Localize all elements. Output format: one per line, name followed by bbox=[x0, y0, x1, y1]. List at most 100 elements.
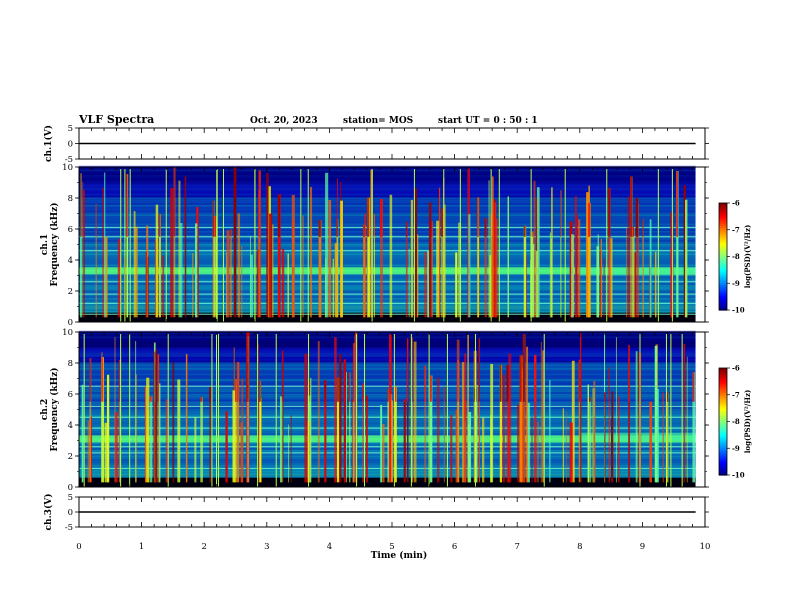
colorbar-step bbox=[719, 407, 727, 410]
frequency-band bbox=[79, 302, 696, 304]
burst-core bbox=[362, 383, 364, 402]
colorbar-step bbox=[719, 380, 727, 383]
x-tick-label: 1 bbox=[139, 542, 144, 552]
noise-row bbox=[79, 453, 696, 456]
burst bbox=[328, 199, 332, 318]
burst bbox=[162, 255, 165, 318]
colorbar-step bbox=[719, 450, 727, 453]
burst bbox=[310, 377, 312, 483]
noise-row bbox=[79, 264, 696, 267]
burst bbox=[413, 341, 417, 483]
noise-row bbox=[79, 182, 696, 185]
noise-row bbox=[79, 403, 696, 406]
noise-row bbox=[79, 338, 696, 341]
burst bbox=[225, 411, 228, 483]
noise-row bbox=[79, 377, 696, 380]
colorbar-step bbox=[719, 375, 727, 378]
colorbar-step bbox=[719, 236, 727, 240]
burst bbox=[230, 229, 232, 318]
colorbar-step bbox=[719, 263, 727, 267]
noise-row bbox=[79, 414, 696, 417]
burst bbox=[325, 258, 327, 318]
burst-core bbox=[126, 174, 128, 237]
frequency-band bbox=[79, 226, 696, 229]
burst bbox=[411, 337, 413, 483]
burst-core bbox=[588, 397, 591, 402]
noise-row bbox=[79, 360, 696, 363]
y-tick-label: 5 bbox=[68, 124, 73, 134]
colorbar-step bbox=[719, 433, 727, 437]
burst bbox=[532, 243, 535, 318]
noise-row bbox=[79, 418, 696, 421]
burst-core bbox=[519, 355, 522, 402]
colorbar-step bbox=[719, 385, 727, 389]
burst bbox=[172, 362, 175, 483]
burst bbox=[343, 359, 346, 483]
x-tick-label: 7 bbox=[514, 542, 519, 552]
y-axis-label: Frequency (kHz) bbox=[49, 202, 60, 286]
noise-row bbox=[79, 455, 696, 458]
burst-core bbox=[560, 190, 562, 237]
burst-core bbox=[233, 347, 235, 402]
colorbar-step bbox=[719, 426, 727, 430]
colorbar-step bbox=[719, 442, 727, 446]
colorbar-step bbox=[719, 302, 727, 306]
noise-row bbox=[79, 473, 696, 476]
burst-core bbox=[484, 218, 487, 237]
burst-core bbox=[642, 219, 644, 237]
noise-row bbox=[79, 420, 696, 422]
burst bbox=[325, 172, 329, 318]
frequency-band bbox=[79, 435, 696, 440]
y-axis-label: Frequency (kHz) bbox=[49, 367, 60, 451]
burst bbox=[362, 383, 364, 483]
noise-row bbox=[79, 236, 696, 239]
colorbar-step bbox=[719, 285, 727, 288]
burst bbox=[537, 421, 539, 483]
colorbar-step bbox=[719, 469, 727, 473]
colorbar-step bbox=[719, 389, 727, 392]
noise-row bbox=[79, 395, 696, 398]
burst bbox=[258, 170, 261, 318]
frequency-band bbox=[79, 267, 696, 272]
burst bbox=[104, 236, 108, 318]
burst bbox=[170, 188, 174, 318]
colorbar-step bbox=[719, 455, 727, 458]
noise-row bbox=[79, 347, 696, 350]
burst bbox=[436, 377, 440, 483]
noise-row bbox=[79, 262, 696, 265]
burst bbox=[281, 248, 285, 318]
burst bbox=[135, 341, 137, 483]
colorbar-step bbox=[719, 369, 727, 373]
burst-core bbox=[367, 204, 368, 237]
burst bbox=[635, 351, 638, 483]
colorbar-step bbox=[719, 206, 727, 209]
burst-core bbox=[632, 227, 635, 237]
noise-row bbox=[79, 447, 696, 450]
burst bbox=[373, 214, 375, 318]
noise-row bbox=[79, 442, 696, 445]
colorbar-step bbox=[719, 304, 727, 308]
noise-row bbox=[79, 433, 696, 435]
burst bbox=[484, 218, 488, 318]
burst-core bbox=[491, 216, 493, 237]
colorbar-step bbox=[719, 396, 727, 399]
frequency-band bbox=[79, 427, 696, 429]
noise-row bbox=[79, 410, 696, 413]
burst bbox=[457, 360, 459, 483]
burst-core bbox=[405, 221, 408, 237]
noise-row bbox=[79, 412, 696, 415]
ch1-waveform-panel: 5 0 -5 ch.1(V) bbox=[43, 124, 709, 165]
noise-row bbox=[79, 210, 696, 213]
burst-core bbox=[230, 229, 232, 237]
burst bbox=[424, 365, 427, 483]
colorbar-step bbox=[719, 392, 727, 396]
chart-title: VLF Spectra bbox=[78, 113, 154, 126]
noise-row bbox=[79, 238, 696, 241]
burst bbox=[147, 256, 149, 318]
burst bbox=[441, 208, 444, 318]
burst bbox=[408, 248, 410, 318]
burst bbox=[642, 219, 644, 318]
noise-row bbox=[79, 266, 696, 269]
burst bbox=[489, 255, 491, 318]
colorbar-step bbox=[719, 224, 727, 227]
